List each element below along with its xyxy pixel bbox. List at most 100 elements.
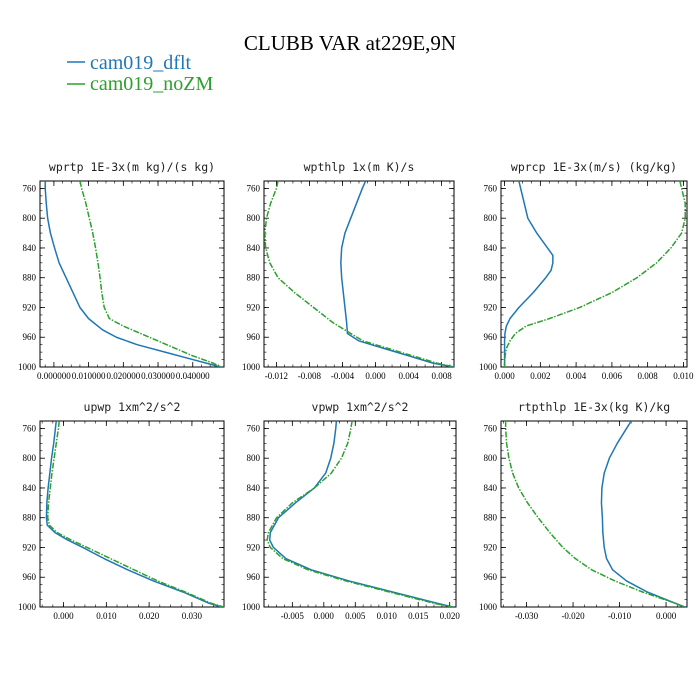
x-tick-label: -0.004 — [331, 371, 355, 381]
x-tick-label: 0.030 — [182, 611, 203, 621]
y-tick-label: 840 — [247, 483, 261, 493]
x-tick-label: 0.000 — [365, 371, 386, 381]
panel-2: wpthlp 1x(m K)/s 760 800 840 880 920 960 1000 -0… — [242, 160, 455, 381]
y-tick-label: 1000 — [479, 362, 498, 372]
x-tick-label: 0.030000 — [141, 371, 175, 381]
panel-1: wprtp 1E-3x(m kg)/(s kg) 760 800 840 880 920 9… — [18, 160, 225, 381]
y-tick-label: 1000 — [18, 362, 37, 372]
series-line-cam019_noZM — [264, 181, 454, 367]
y-tick-label: 920 — [484, 542, 498, 552]
y-tick-label: 880 — [23, 273, 37, 283]
plot-frame — [263, 420, 457, 608]
x-tick-label: 0.005 — [345, 611, 366, 621]
y-tick-label: 960 — [247, 332, 261, 342]
y-tick-label: 1000 — [242, 362, 261, 372]
y-tick-label: 800 — [484, 213, 498, 223]
panel-title: vpwp 1xm^2/s^2 — [312, 400, 409, 414]
x-tick-label: 0.020000 — [106, 371, 140, 381]
y-tick-label: 880 — [247, 273, 261, 283]
series-line-cam019_noZM — [504, 421, 685, 607]
x-tick-label: 0.000 — [656, 611, 677, 621]
legend: cam019_dflt cam019_noZM — [67, 52, 214, 95]
panel-6: rtpthlp 1E-3x(kg K)/kg 760 800 840 880 920 960… — [479, 400, 688, 621]
series-line-cam019_dflt — [600, 421, 685, 607]
series-line-cam019_dflt — [268, 421, 454, 607]
x-tick-label: -0.020 — [561, 611, 585, 621]
x-tick-label: 0.000 — [494, 371, 515, 381]
x-tick-label: 0.008 — [431, 371, 452, 381]
x-tick-label: -0.008 — [298, 371, 322, 381]
y-tick-label: 920 — [247, 302, 261, 312]
y-tick-label: 960 — [484, 572, 498, 582]
y-tick-label: 840 — [484, 243, 498, 253]
x-tick-label: 0.004 — [566, 371, 587, 381]
y-tick-label: 760 — [23, 183, 37, 193]
series-line-cam019_noZM — [46, 421, 224, 607]
series-line-cam019_noZM — [266, 421, 453, 607]
x-tick-label: 0.020 — [440, 611, 461, 621]
panels: wprtp 1E-3x(m kg)/(s kg) 760 800 840 880 920 9… — [18, 160, 694, 621]
y-tick-label: 880 — [23, 513, 37, 523]
y-tick-label: 1000 — [242, 602, 261, 612]
x-tick-label: 0.000 — [314, 611, 335, 621]
y-tick-label: 800 — [23, 453, 37, 463]
x-tick-label: 0.010 — [96, 611, 117, 621]
x-tick-label: -0.012 — [265, 371, 288, 381]
y-tick-label: 960 — [23, 332, 37, 342]
y-tick-label: 960 — [23, 572, 37, 582]
x-tick-label: 0.010 — [377, 611, 398, 621]
series-line-cam019_dflt — [45, 421, 223, 607]
plot-frame — [500, 420, 688, 608]
y-tick-label: 840 — [23, 483, 37, 493]
x-tick-label: -0.005 — [281, 611, 305, 621]
y-tick-label: 920 — [484, 302, 498, 312]
series-line-cam019_noZM — [503, 181, 686, 367]
y-tick-label: 960 — [247, 572, 261, 582]
y-tick-label: 840 — [23, 243, 37, 253]
x-tick-label: -0.010 — [608, 611, 632, 621]
series-line-cam019_dflt — [44, 181, 221, 367]
y-tick-label: 800 — [247, 213, 261, 223]
panel-title: wprcp 1E-3x(m/s) (kg/kg) — [511, 160, 677, 174]
figure-title: CLUBB VAR at229E,9N — [244, 31, 456, 55]
y-tick-label: 920 — [23, 302, 37, 312]
x-tick-label: 0.000000 — [37, 371, 71, 381]
y-tick-label: 800 — [484, 453, 498, 463]
panel-4: upwp 1xm^2/s^2 760 800 840 880 920 960 1000 0.00… — [18, 400, 225, 621]
y-tick-label: 920 — [23, 542, 37, 552]
panel-title: upwp 1xm^2/s^2 — [84, 400, 181, 414]
x-tick-label: 0.006 — [602, 371, 623, 381]
panel-title: rtpthlp 1E-3x(kg K)/kg — [518, 400, 670, 414]
panel-3: wprcp 1E-3x(m/s) (kg/kg) 760 800 840 880 920 9… — [479, 160, 694, 381]
y-tick-label: 840 — [247, 243, 261, 253]
y-tick-label: 840 — [484, 483, 498, 493]
x-tick-label: 0.015 — [408, 611, 429, 621]
y-tick-label: 880 — [484, 273, 498, 283]
panel-title: wprtp 1E-3x(m kg)/(s kg) — [49, 160, 215, 174]
series-line-cam019_dflt — [340, 181, 454, 367]
y-tick-label: 760 — [247, 183, 261, 193]
y-tick-label: 880 — [247, 513, 261, 523]
panel-title: wpthlp 1x(m K)/s — [304, 160, 415, 174]
y-tick-label: 760 — [484, 183, 498, 193]
x-tick-label: 0.010000 — [72, 371, 106, 381]
legend-label-0: cam019_dflt — [90, 52, 192, 74]
x-tick-label: 0.008 — [638, 371, 659, 381]
y-tick-label: 800 — [23, 213, 37, 223]
x-tick-label: 0.000 — [53, 611, 74, 621]
y-tick-label: 760 — [484, 423, 498, 433]
x-tick-label: 0.002 — [530, 371, 550, 381]
x-tick-label: 0.004 — [398, 371, 419, 381]
y-tick-label: 1000 — [479, 602, 498, 612]
y-tick-label: 1000 — [18, 602, 37, 612]
plot-frame — [39, 420, 225, 608]
y-tick-label: 960 — [484, 332, 498, 342]
x-tick-label: 0.040000 — [176, 371, 210, 381]
x-tick-label: 0.020 — [139, 611, 160, 621]
x-tick-label: 0.010 — [673, 371, 694, 381]
series-line-cam019_dflt — [503, 181, 554, 367]
y-tick-label: 800 — [247, 453, 261, 463]
x-tick-label: -0.030 — [515, 611, 539, 621]
y-tick-label: 880 — [484, 513, 498, 523]
